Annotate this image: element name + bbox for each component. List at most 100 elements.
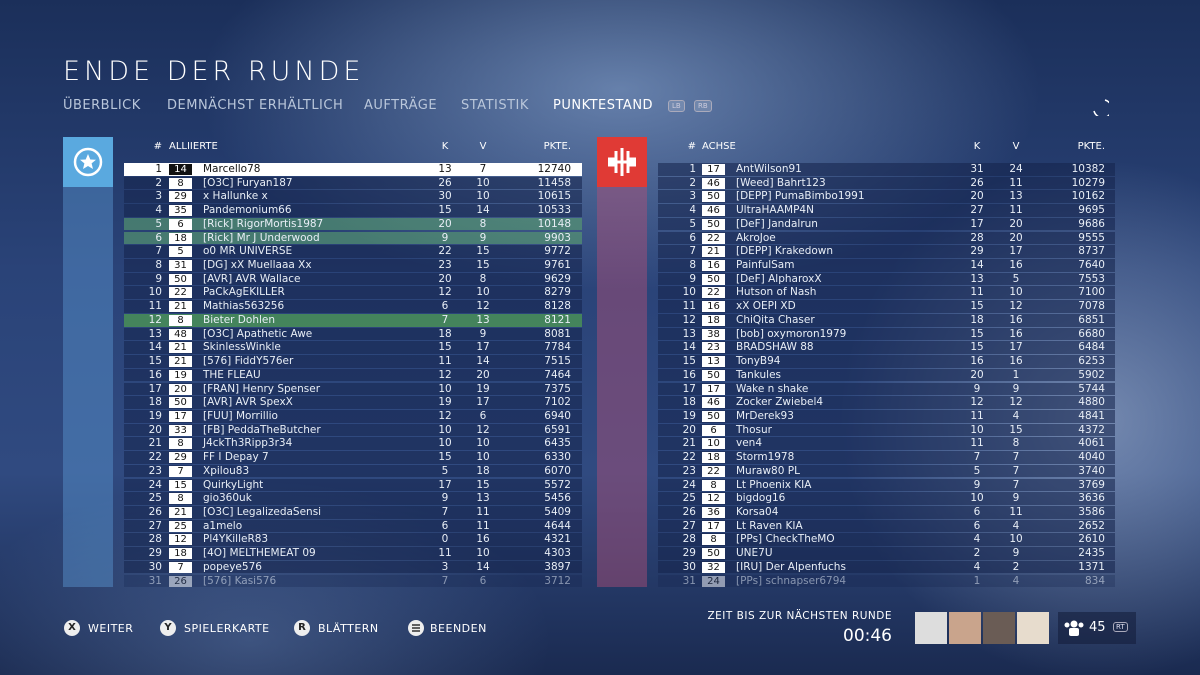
player-row[interactable]: 9 50 [AVR] AVR Wallace 20 8 9629 — [124, 272, 582, 286]
button-key[interactable]: X — [64, 620, 80, 636]
player-row[interactable]: 2 8 [O3C] Furyan187 26 10 11458 — [124, 176, 582, 190]
rank: 30 — [148, 560, 162, 573]
player-row[interactable]: 14 23 BRADSHAW 88 15 17 6484 — [658, 341, 1115, 354]
player-row[interactable]: 31 26 [576] Kasi576 7 6 3712 — [124, 574, 582, 587]
player-row[interactable]: 10 22 PaCkAgEKILLER 12 10 8279 — [124, 286, 582, 300]
player-row[interactable]: 29 18 [4O] MELTHEMEAT 09 11 10 4303 — [124, 547, 582, 560]
player-row[interactable]: 21 10 ven4 11 8 4061 — [658, 437, 1115, 450]
tab[interactable]: ÜBERBLICK — [63, 98, 141, 113]
button-key[interactable] — [408, 620, 424, 636]
player-row[interactable]: 1 17 AntWilson91 31 24 10382 — [658, 163, 1115, 176]
player-row[interactable]: 20 33 [FB] PeddaTheButcher 10 12 6591 — [124, 423, 582, 437]
player-row[interactable]: 24 15 QuirkyLight 17 15 5572 — [124, 478, 582, 492]
button-key[interactable]: R — [294, 620, 310, 636]
player-row[interactable]: 29 50 UNE7U 2 9 2435 — [658, 547, 1115, 560]
rank: 22 — [148, 451, 162, 464]
button-label[interactable]: BEENDEN — [430, 622, 487, 635]
score: 6591 — [544, 423, 571, 436]
button-label[interactable]: BLÄTTERN — [318, 622, 379, 635]
player-row[interactable]: 18 46 Zocker Zwiebel4 12 12 4880 — [658, 396, 1115, 409]
player-row[interactable]: 13 48 [O3C] Apathetic Awe 18 9 8081 — [124, 327, 582, 341]
deaths: 14 — [476, 204, 490, 217]
player-row[interactable]: 7 21 [DEPP] Krakedown 29 17 8737 — [658, 245, 1115, 258]
rank-level: 21 — [169, 507, 192, 518]
player-row[interactable]: 27 25 a1melo 6 11 4644 — [124, 519, 582, 533]
player-row[interactable]: 4 46 UltraHAAMP4N 27 11 9695 — [658, 204, 1115, 217]
kills: 26 — [970, 176, 984, 189]
player-row[interactable]: 25 8 gio360uk 9 13 5456 — [124, 492, 582, 505]
player-row[interactable]: 13 38 [bob] oxymoron1979 15 16 6680 — [658, 327, 1115, 341]
tab[interactable]: PUNKTESTAND — [553, 98, 654, 113]
player-name: Pl4YKilleR83 — [203, 533, 269, 546]
player-row[interactable]: 7 5 o0 MR UNIVERSE 22 15 9772 — [124, 245, 582, 258]
avatar[interactable] — [1017, 612, 1049, 644]
player-row[interactable]: 1 14 Marcello78 13 7 12740 — [124, 163, 582, 176]
player-row[interactable]: 14 21 SkinlessWinkle 15 17 7784 — [124, 341, 582, 354]
player-row[interactable]: 28 8 [PPs] CheckTheMO 4 10 2610 — [658, 533, 1115, 547]
player-row[interactable]: 21 8 J4ckTh3Ripp3r34 10 10 6435 — [124, 437, 582, 450]
rank-level: 46 — [702, 397, 725, 409]
player-row[interactable]: 22 18 Storm1978 7 7 4040 — [658, 451, 1115, 464]
kills: 17 — [970, 217, 984, 230]
player-row[interactable]: 10 22 Hutson of Nash 11 10 7100 — [658, 286, 1115, 300]
player-row[interactable]: 8 16 PainfulSam 14 16 7640 — [658, 259, 1115, 272]
rank: 15 — [148, 355, 162, 368]
player-row[interactable]: 23 22 Muraw80 PL 5 7 3740 — [658, 464, 1115, 478]
button-label[interactable]: WEITER — [88, 622, 134, 635]
player-row[interactable]: 11 16 xX OEPI XD 15 12 7078 — [658, 300, 1115, 313]
button-label[interactable]: SPIELERKARTE — [184, 622, 270, 635]
player-row[interactable]: 27 17 Lt Raven KIA 6 4 2652 — [658, 519, 1115, 533]
player-row[interactable]: 18 50 [AVR] AVR SpexX 19 17 7102 — [124, 396, 582, 409]
player-row[interactable]: 12 8 Bieter Dohlen 7 13 8121 — [124, 313, 582, 327]
kills: 11 — [970, 286, 984, 299]
kills: 1 — [973, 574, 981, 587]
player-row[interactable]: 3 29 x Hallunke x 30 10 10615 — [124, 190, 582, 204]
player-row[interactable]: 11 21 Mathias563256 6 12 8128 — [124, 300, 582, 313]
player-row[interactable]: 19 50 MrDerek93 11 4 4841 — [658, 409, 1115, 423]
player-row[interactable]: 24 8 Lt Phoenix KIA 9 7 3769 — [658, 478, 1115, 492]
player-row[interactable]: 23 7 Xpilou83 5 18 6070 — [124, 464, 582, 478]
player-row[interactable]: 5 6 [Rick] RigorMortis1987 20 8 10148 — [124, 217, 582, 231]
player-row[interactable]: 26 21 [O3C] LegalizedaSensi 7 11 5409 — [124, 506, 582, 519]
rank-level: 17 — [702, 164, 725, 175]
player-row[interactable]: 17 17 Wake n shake 9 9 5744 — [658, 382, 1115, 396]
player-row[interactable]: 25 12 bigdog16 10 9 3636 — [658, 492, 1115, 505]
player-row[interactable]: 26 36 Korsa04 6 11 3586 — [658, 506, 1115, 519]
tab[interactable]: DEMNÄCHST ERHÄLTLICH — [167, 98, 344, 113]
player-row[interactable]: 12 18 ChiQita Chaser 18 16 6851 — [658, 313, 1115, 327]
player-row[interactable]: 16 50 Tankules 20 1 5902 — [658, 368, 1115, 382]
player-row[interactable]: 6 18 [Rick] Mr J Underwood 9 9 9903 — [124, 231, 582, 245]
player-row[interactable]: 15 13 TonyB94 16 16 6253 — [658, 355, 1115, 368]
player-row[interactable]: 9 50 [DeF] AlpharoxX 13 5 7553 — [658, 272, 1115, 286]
player-row[interactable]: 31 24 [PPs] schnapser6794 1 4 834 — [658, 574, 1115, 587]
player-row[interactable]: 28 12 Pl4YKilleR83 0 16 4321 — [124, 533, 582, 547]
kills: 4 — [973, 560, 981, 573]
player-row[interactable]: 8 31 [DG] xX Muellaaa Xx 23 15 9761 — [124, 259, 582, 272]
player-row[interactable]: 15 21 [576] FiddY576er 11 14 7515 — [124, 355, 582, 368]
avatar[interactable] — [915, 612, 947, 644]
rank: 12 — [682, 313, 696, 326]
player-row[interactable]: 16 19 THE FLEAU 12 20 7464 — [124, 368, 582, 382]
player-row[interactable]: 5 50 [DeF] Jandalrun 17 20 9686 — [658, 217, 1115, 231]
player-row[interactable]: 30 32 [IRU] Der Alpenfuchs 4 2 1371 — [658, 560, 1115, 574]
player-row[interactable]: 30 7 popeye576 3 14 3897 — [124, 560, 582, 574]
deaths: 8 — [479, 272, 487, 285]
player-name: x Hallunke x — [203, 190, 268, 203]
avatar[interactable] — [949, 612, 981, 644]
tab[interactable]: AUFTRÄGE — [364, 98, 438, 113]
avatar[interactable] — [983, 612, 1015, 644]
tab[interactable]: STATISTIK — [461, 98, 529, 113]
deaths: 4 — [1012, 519, 1020, 532]
player-row[interactable]: 19 17 [FUU] Morrillio 12 6 6940 — [124, 409, 582, 423]
player-row[interactable]: 17 20 [FRAN] Henry Spenser 10 19 7375 — [124, 382, 582, 396]
player-row[interactable]: 4 35 Pandemonium66 15 14 10533 — [124, 204, 582, 217]
player-row[interactable]: 20 6 Thosur 10 15 4372 — [658, 423, 1115, 437]
rank-level: 33 — [169, 424, 192, 436]
button-key[interactable]: Y — [160, 620, 176, 636]
player-row[interactable]: 2 46 [Weed] Bahrt123 26 11 10279 — [658, 176, 1115, 190]
player-row[interactable]: 22 29 FF I Depay 7 15 10 6330 — [124, 451, 582, 464]
player-name: J4ckTh3Ripp3r34 — [203, 437, 293, 450]
player-row[interactable]: 6 22 AkroJoe 28 20 9555 — [658, 231, 1115, 245]
player-row[interactable]: 3 50 [DEPP] PumaBimbo1991 20 13 10162 — [658, 190, 1115, 204]
rank-level: 31 — [169, 260, 192, 272]
